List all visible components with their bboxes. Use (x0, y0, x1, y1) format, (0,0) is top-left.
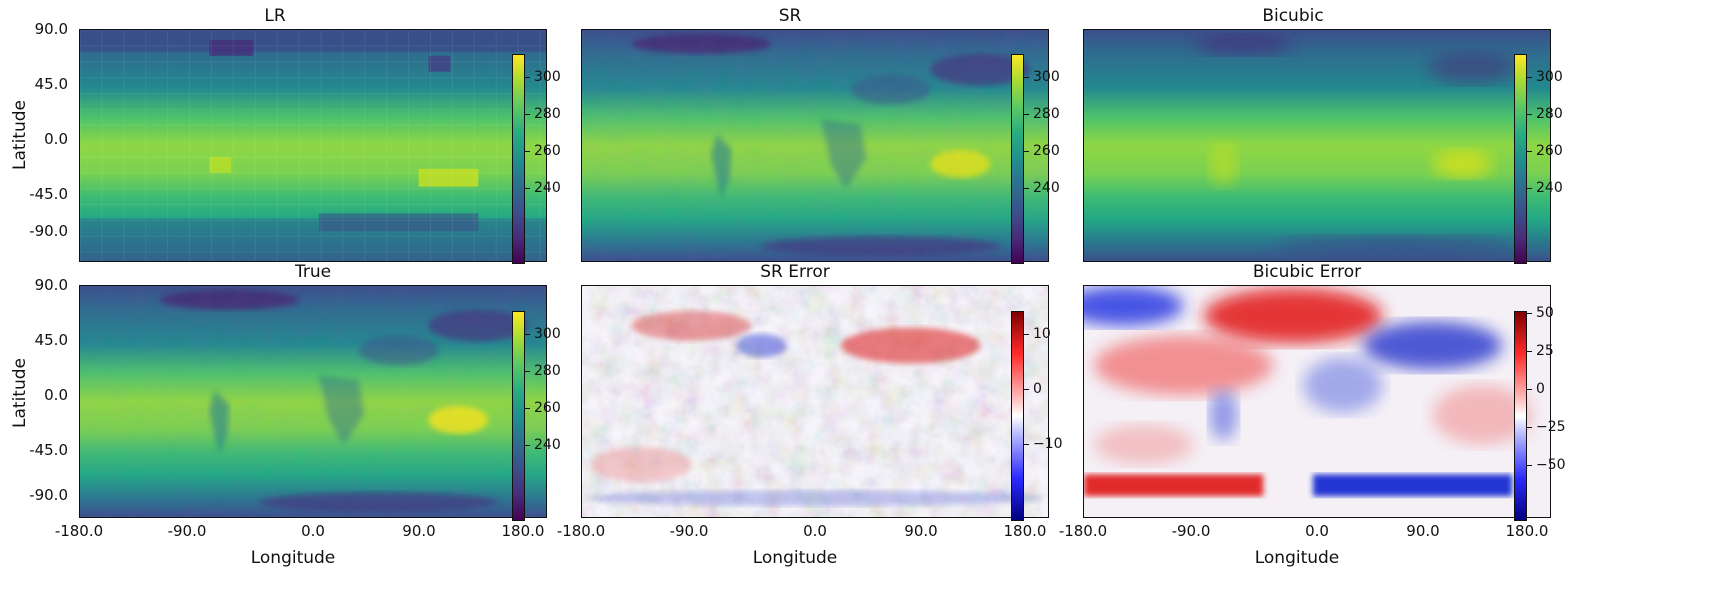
map-sr (581, 29, 1049, 262)
colorbar-tick: 260 (525, 143, 561, 159)
colorbar-tick: 280 (1024, 106, 1060, 122)
colorbar-tick: −10 (1024, 436, 1063, 452)
y-axis-label: Latitude (10, 358, 30, 428)
colorbar-tick: 240 (525, 180, 561, 196)
map-bicubic (1083, 29, 1551, 262)
colorbar-tick: 260 (1527, 143, 1563, 159)
colorbar-tick: 10 (1024, 326, 1051, 342)
colorbar-tick: 0 (1527, 381, 1545, 397)
y-tick: 45.0 (34, 75, 68, 93)
colorbar-tick: 240 (1527, 180, 1563, 196)
colorbar-tick: −50 (1527, 457, 1566, 473)
y-tick: 45.0 (34, 331, 68, 349)
colorbar-bicubic (1514, 54, 1527, 264)
colorbar-tick: 240 (1024, 180, 1060, 196)
x-axis-label: Longitude (752, 548, 838, 568)
x-tick: 90.0 (904, 522, 938, 540)
y-tick: 90.0 (34, 276, 68, 294)
colorbar-tick: 300 (525, 69, 561, 85)
panel-title-bicubic: Bicubic (1262, 6, 1324, 26)
colorbar-tick: 260 (525, 400, 561, 416)
map-bicubic-image (1084, 30, 1550, 261)
x-tick: -90.0 (167, 522, 207, 540)
y-tick: -45.0 (29, 185, 68, 203)
map-sr-error-image (582, 286, 1048, 517)
x-tick: 0.0 (803, 522, 827, 540)
colorbar-tick: 300 (1024, 69, 1060, 85)
colorbar-tick: 260 (1024, 143, 1060, 159)
map-lr-image (80, 30, 546, 261)
panel-title-sr-error: SR Error (760, 262, 830, 282)
panel-title-bicubic-error: Bicubic Error (1252, 262, 1362, 282)
map-sr-error (581, 285, 1049, 518)
colorbar-lr (512, 54, 525, 264)
colorbar-tick: 25 (1527, 343, 1554, 359)
panel-title-true: True (294, 262, 332, 282)
y-tick: -90.0 (29, 222, 68, 240)
map-sr-image (582, 30, 1048, 261)
map-bicubic-error-image (1084, 286, 1550, 517)
x-tick: -180.0 (1058, 522, 1108, 540)
panel-title-lr: LR (264, 6, 286, 26)
y-tick: 0.0 (44, 130, 68, 148)
colorbar-tick: 0 (1024, 381, 1042, 397)
colorbar-tick: 240 (525, 437, 561, 453)
y-tick: -45.0 (29, 441, 68, 459)
colorbar-tick: 300 (525, 326, 561, 342)
colorbar-tick: 280 (525, 363, 561, 379)
x-tick: 180.0 (501, 522, 545, 540)
x-axis-label: Longitude (1254, 548, 1340, 568)
x-tick: -180.0 (54, 522, 104, 540)
colorbar-tick: 280 (525, 106, 561, 122)
map-true (79, 285, 547, 518)
colorbar-sr (1011, 54, 1024, 264)
panel-title-sr: SR (778, 6, 802, 26)
y-tick: -90.0 (29, 486, 68, 504)
y-tick: 90.0 (34, 20, 68, 38)
x-tick: 180.0 (1003, 522, 1047, 540)
x-tick: 180.0 (1505, 522, 1549, 540)
y-tick: 0.0 (44, 386, 68, 404)
colorbar-tick: 300 (1527, 69, 1563, 85)
x-tick: -90.0 (669, 522, 709, 540)
colorbar-bicubic-error (1514, 311, 1527, 521)
x-tick: -90.0 (1171, 522, 1211, 540)
colorbar-tick: 50 (1527, 305, 1554, 321)
y-axis-label: Latitude (10, 100, 30, 170)
colorbar-tick: 280 (1527, 106, 1563, 122)
x-tick: 0.0 (301, 522, 325, 540)
x-tick: -180.0 (556, 522, 606, 540)
colorbar-true (512, 311, 525, 521)
x-tick: 90.0 (402, 522, 436, 540)
map-lr (79, 29, 547, 262)
x-tick: 90.0 (1406, 522, 1440, 540)
x-axis-label: Longitude (250, 548, 336, 568)
colorbar-tick: −25 (1527, 419, 1566, 435)
map-true-image (80, 286, 546, 517)
colorbar-sr-error (1011, 311, 1024, 521)
map-bicubic-error (1083, 285, 1551, 518)
x-tick: 0.0 (1305, 522, 1329, 540)
